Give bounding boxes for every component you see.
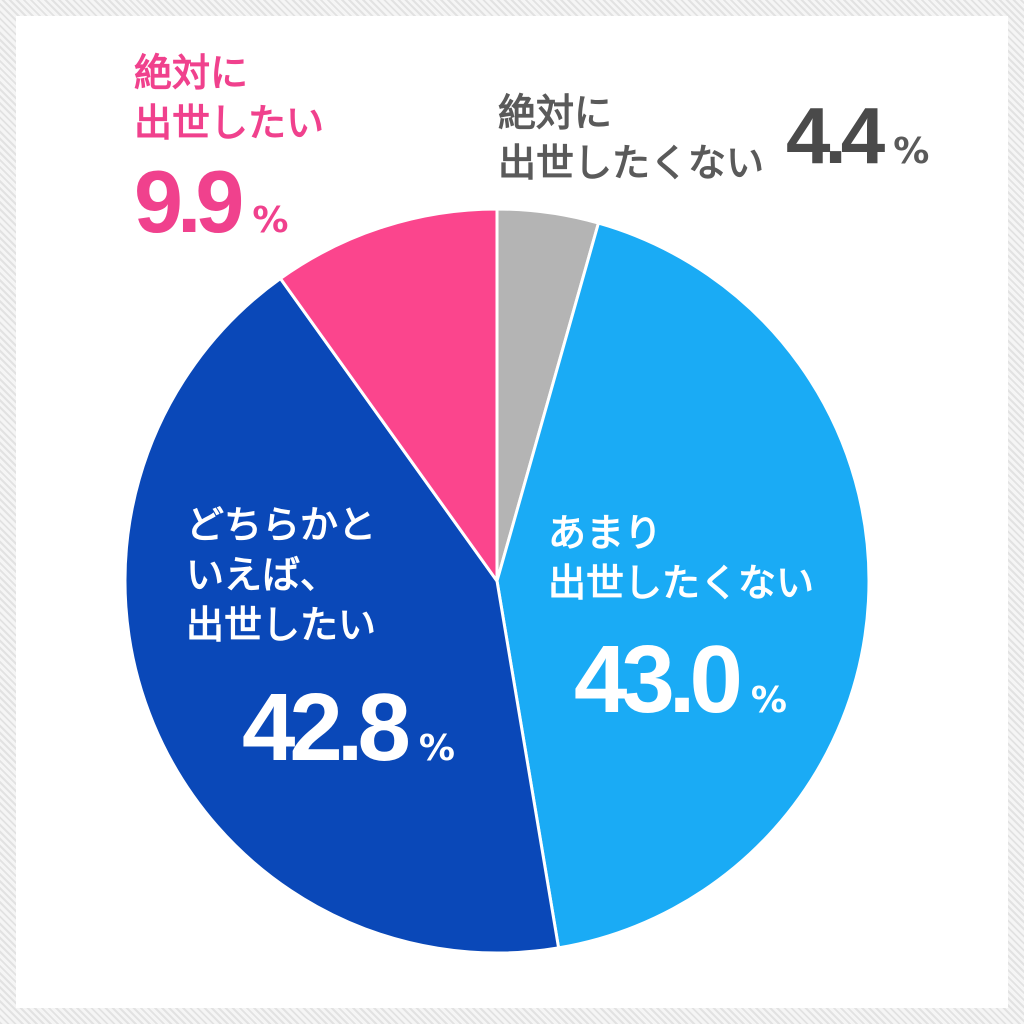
slice-label-definitely-not-want-promotion: 絶対に 出世したくない 4.4% xyxy=(498,88,929,188)
slice-value-label: 42.8 xyxy=(242,674,411,781)
slice-category-label: あまり 出世したくない xyxy=(548,511,815,605)
percent-unit: % xyxy=(252,200,289,241)
slice-label-definitely-want-promotion: 絶対に 出世したい 9.9% xyxy=(134,48,324,246)
pie-slice-definitely-want-promotion xyxy=(278,207,499,583)
slice-label-somewhat-want-promotion: どちらかと いえば、 出世したい 42.8% xyxy=(186,500,455,776)
pie-slice-somewhat-want-promotion xyxy=(123,277,561,955)
slice-value-label: 43.0 xyxy=(574,626,743,733)
percent-unit: % xyxy=(750,680,787,721)
percent-unit: % xyxy=(418,728,455,769)
slice-value-label: 4.4 xyxy=(786,91,885,180)
slice-category-label: 絶対に 出世したくない xyxy=(498,91,765,185)
slice-category-label: 絶対に 出世したい xyxy=(134,51,325,145)
slice-value-label: 9.9 xyxy=(134,152,244,251)
percent-unit: % xyxy=(893,131,930,172)
slice-category-label: どちらかと いえば、 出世したい xyxy=(186,503,377,647)
slice-label-not-really-want-promotion: あまり 出世したくない 43.0% xyxy=(548,508,814,728)
pie-slice-not-really-want-promotion xyxy=(495,221,871,950)
